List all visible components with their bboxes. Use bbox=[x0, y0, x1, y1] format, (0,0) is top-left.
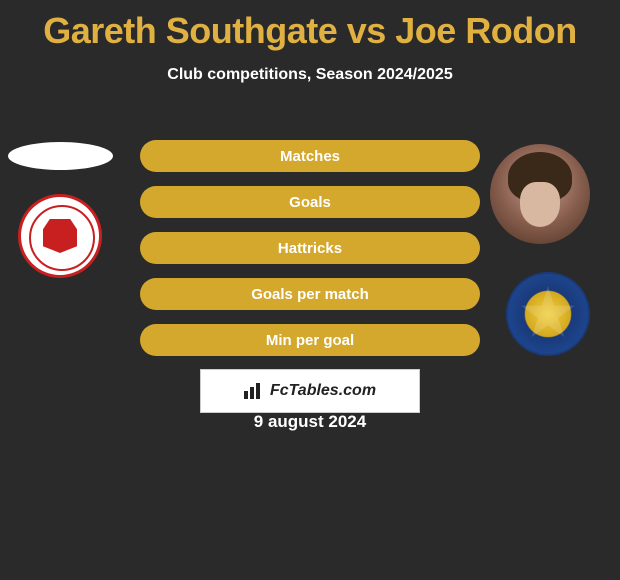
club-right-badge bbox=[506, 272, 590, 356]
player-right-avatar bbox=[490, 144, 590, 244]
watermark-text: FcTables.com bbox=[270, 382, 376, 400]
content-area: Matches Goals Hattricks Goals per match … bbox=[0, 114, 620, 424]
comparison-title: Gareth Southgate vs Joe Rodon bbox=[0, 0, 620, 52]
stat-bars-container: Matches Goals Hattricks Goals per match … bbox=[140, 140, 480, 370]
stat-bar-hattricks: Hattricks bbox=[140, 232, 480, 264]
watermark-chart-icon bbox=[244, 383, 266, 399]
snapshot-date: 9 august 2024 bbox=[0, 412, 620, 432]
watermark: FcTables.com bbox=[200, 369, 420, 413]
stat-bar-goals-per-match: Goals per match bbox=[140, 278, 480, 310]
stat-bar-min-per-goal: Min per goal bbox=[140, 324, 480, 356]
stat-bar-matches: Matches bbox=[140, 140, 480, 172]
club-left-badge bbox=[18, 194, 102, 278]
stat-bar-goals: Goals bbox=[140, 186, 480, 218]
player-left-avatar bbox=[8, 142, 113, 170]
comparison-subtitle: Club competitions, Season 2024/2025 bbox=[0, 66, 620, 84]
